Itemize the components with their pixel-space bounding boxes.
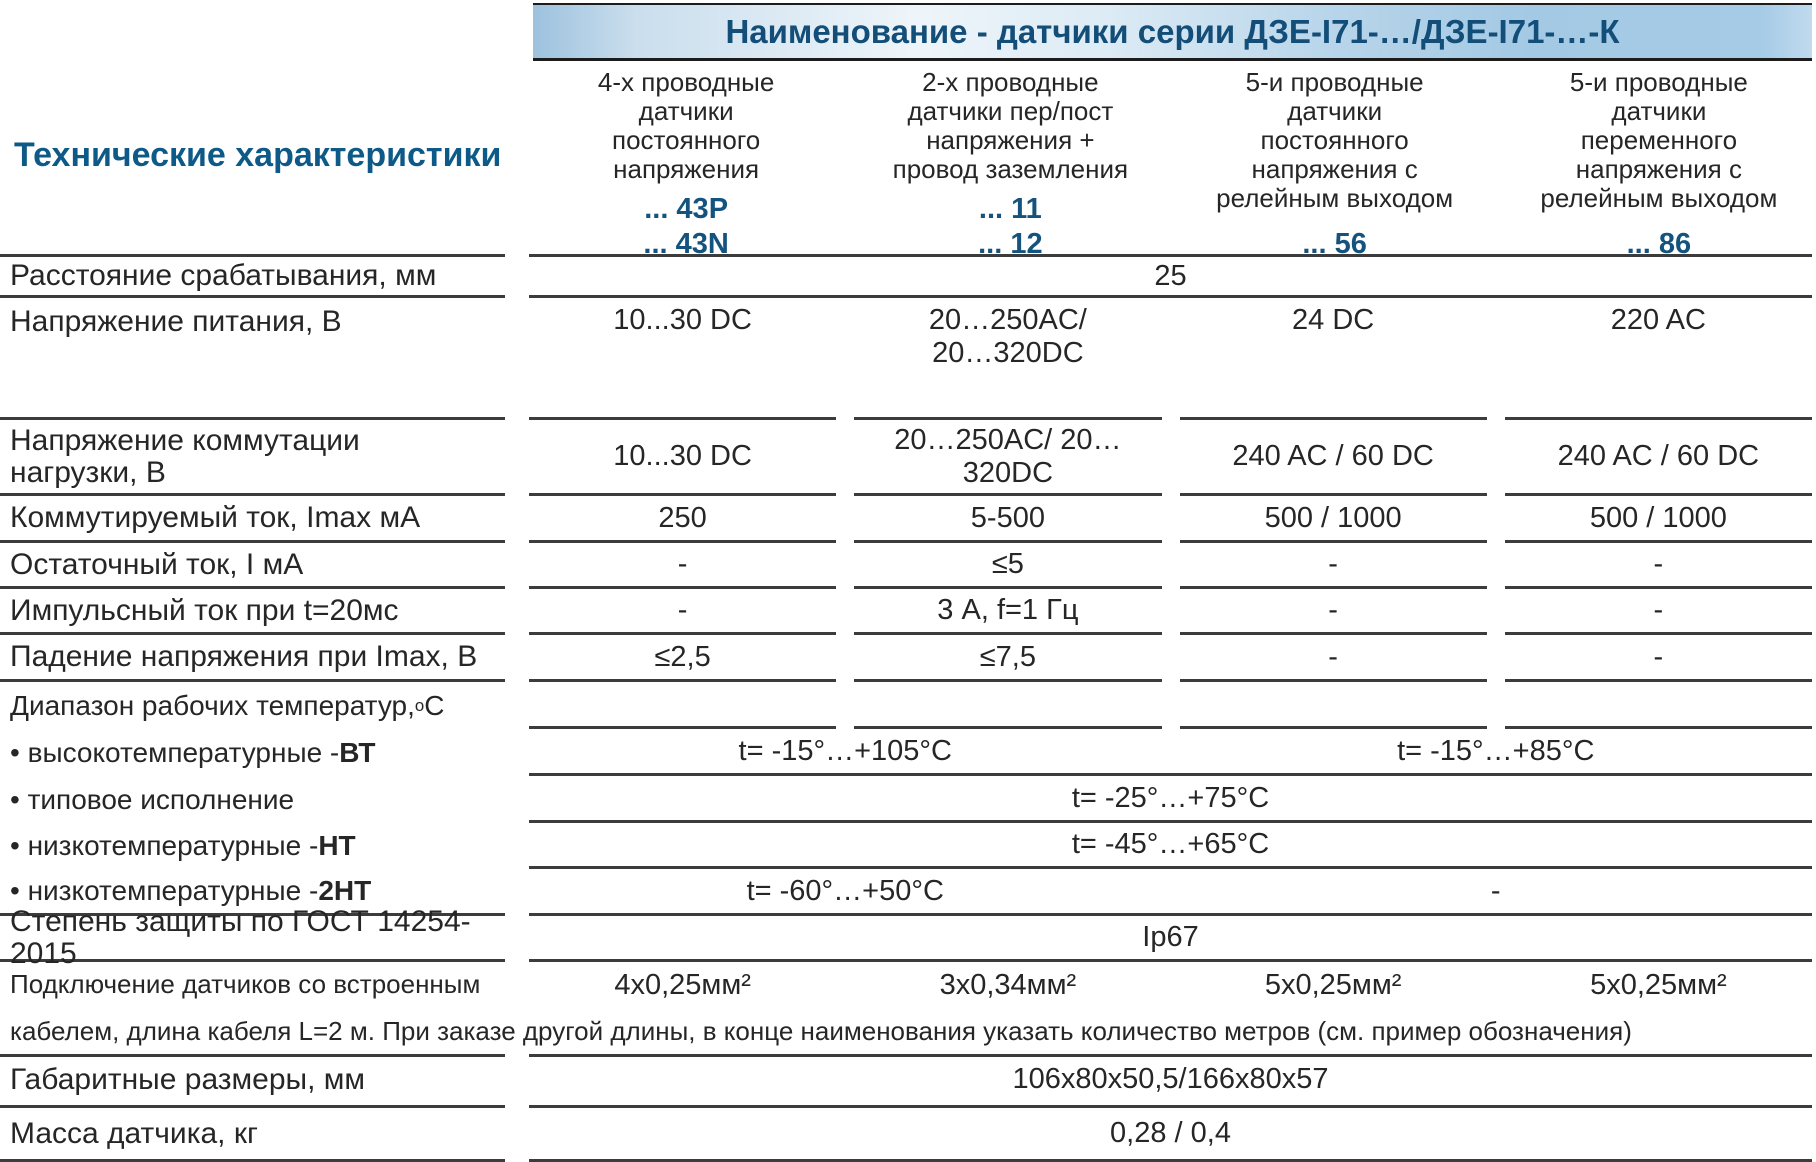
table-row: Коммутируемый ток, Imax мА 250 5-500 500…	[0, 496, 1812, 543]
row-label: Степень защиты по ГОСТ 14254-2015	[0, 906, 505, 969]
cell-value: -	[1504, 543, 1812, 589]
table-row: Расстояние срабатывания, мм 25	[0, 254, 1812, 298]
variant-code: ВТ	[339, 736, 376, 768]
cell-value: 220 AC	[1504, 298, 1812, 420]
section-title: Технические характеристики	[14, 136, 502, 174]
variant-code: НТ	[318, 830, 356, 862]
cell-empty	[1179, 682, 1487, 729]
model-number: ... 43P	[644, 192, 729, 225]
cell-value: 5х0,25мм²	[1590, 968, 1727, 1001]
cell-value: 240 AC / 60 DC	[1504, 420, 1812, 496]
degree-superscript: о	[414, 695, 425, 715]
cell-empty	[529, 682, 837, 729]
cell-value: ≤5	[854, 543, 1162, 589]
cell-value: 3х0,34мм²	[939, 968, 1077, 1001]
row-label: Подключение датчиков со встроенным	[10, 969, 481, 1000]
cell-value: 4х0,25мм²	[614, 968, 751, 1001]
bullet-text: • низкотемпературные -	[10, 830, 319, 862]
table-row: Масса датчика, кг 0,28 / 0,4	[0, 1108, 1812, 1162]
cell-value: t= -15°…+85°C	[1397, 734, 1595, 767]
cell-value: 5-500	[854, 496, 1162, 543]
bullet-text: • типовое исполнение	[10, 783, 295, 815]
cell-value: Ip67	[1142, 921, 1199, 953]
column-headers: 4-х проводные датчики постоянного напряж…	[533, 61, 1812, 261]
bullet-text: • низкотемпературные -	[10, 875, 319, 907]
row-label: Напряжение питания, В	[0, 298, 505, 420]
row-label: • низкотемпературные - 2НТ	[0, 869, 505, 916]
cell-value: 10...30 DC	[529, 420, 837, 496]
row-label: Коммутируемый ток, Imax мА	[0, 496, 505, 543]
cell-value: -	[1504, 589, 1812, 635]
header-right: Наименование - датчики серии ДЗЕ-I71-…/Д…	[533, 0, 1816, 260]
row-label: Остаточный ток, I мА	[0, 543, 505, 589]
cell-value: -	[1179, 635, 1487, 682]
cell-value: 500 / 1000	[1179, 496, 1487, 543]
cell-value: -	[1490, 874, 1501, 907]
row-label: • низкотемпературные - НТ	[0, 823, 505, 869]
row-label-text: Диапазон рабочих температур,	[10, 689, 415, 721]
table-row: • типовое исполнение t= -25°…+75°C	[0, 776, 1812, 823]
cell-value: 5х0,25мм²	[1264, 968, 1402, 1001]
row-label: Габаритные размеры, мм	[0, 1054, 505, 1108]
cell-empty	[854, 682, 1162, 729]
model-number: ... 11	[978, 192, 1042, 225]
cell-value: 20…250AC/ 20…320DC	[854, 298, 1162, 420]
cell-empty	[1504, 682, 1812, 729]
table-row: • низкотемпературные - 2НТ t= -60°…+50°C…	[0, 869, 1812, 916]
cell-value: t= -45°…+65°C	[1071, 828, 1270, 860]
row-label: • высокотемпературные - ВТ	[0, 729, 505, 776]
row-label: Падение напряжения при Imax, В	[0, 635, 505, 682]
cell-value: 10...30 DC	[529, 298, 837, 420]
header: Технические характеристики Наименование …	[0, 0, 1816, 260]
cell-value: 25	[1154, 259, 1187, 292]
cell-value: 106x80x50,5/166x80x57	[1012, 1063, 1329, 1095]
column-desc: 4-х проводные датчики постоянного напряж…	[597, 67, 775, 184]
banner-title: Наименование - датчики серии ДЗЕ-I71-…/Д…	[533, 3, 1812, 61]
row-label-suffix: С	[424, 689, 445, 721]
row-label: Масса датчика, кг	[0, 1108, 505, 1162]
cell-value: 0,28 / 0,4	[1110, 1117, 1231, 1149]
table-row: Напряжение коммутации нагрузки, В 10...3…	[0, 420, 1812, 496]
cell-value: 500 / 1000	[1504, 496, 1812, 543]
cell-value: 20…250AC/ 20…320DC	[854, 420, 1162, 496]
spec-table: Расстояние срабатывания, мм 25 Напряжени…	[0, 254, 1816, 1162]
cell-value: -	[1179, 589, 1487, 635]
row-label: • типовое исполнение	[0, 776, 505, 823]
cell-value: ≤2,5	[529, 635, 837, 682]
header-left: Технические характеристики	[0, 0, 533, 254]
cell-value: -	[529, 543, 837, 589]
row-label: Расстояние срабатывания, мм	[0, 254, 505, 298]
table-row: Степень защиты по ГОСТ 14254-2015 Ip67	[0, 906, 1812, 969]
column-desc: 5-и проводные датчики переменного напряж…	[1540, 67, 1778, 213]
cell-value: t= -25°…+75°C	[1071, 781, 1270, 814]
cell-value: t= -60°…+50°C	[746, 874, 944, 907]
cell-value: -	[1504, 635, 1812, 682]
cell-value: -	[1179, 543, 1487, 589]
row-label: Импульсный ток при t=20мс	[0, 589, 505, 635]
cable-note: кабелем, длина кабеля L=2 м. При заказе …	[10, 1015, 1632, 1046]
variant-code: 2НТ	[318, 875, 372, 907]
table-row: • низкотемпературные - НТ t= -45°…+65°C	[0, 823, 1812, 869]
cell-value: 24 DC	[1179, 298, 1487, 420]
table-row: Падение напряжения при Imax, В ≤2,5 ≤7,5…	[0, 635, 1812, 682]
column-desc: 2-х проводные датчики пер/пост напряжени…	[892, 67, 1129, 184]
cell-value: 240 AC / 60 DC	[1179, 420, 1487, 496]
cell-value: ≤7,5	[854, 635, 1162, 682]
table-row: • высокотемпературные - ВТ t= -15°…+105°…	[0, 729, 1812, 776]
table-row: Габаритные размеры, мм 106x80x50,5/166x8…	[0, 1054, 1812, 1108]
row-label: Напряжение коммутации нагрузки, В	[0, 420, 505, 496]
table-row: Остаточный ток, I мА - ≤5 - -	[0, 543, 1812, 589]
table-row: Напряжение питания, В 10...30 DC 20…250A…	[0, 298, 1812, 420]
table-row: Подключение датчиков со встроенным 4х0,2…	[0, 962, 1812, 1008]
cell-value: t= -15°…+105°C	[738, 734, 952, 767]
cell-value: 250	[529, 496, 837, 543]
cell-value: 3 А, f=1 Гц	[854, 589, 1162, 635]
cell-value: -	[529, 589, 837, 635]
column-desc: 5-и проводные датчики постоянного напряж…	[1216, 67, 1454, 213]
table-row: Импульсный ток при t=20мс - 3 А, f=1 Гц …	[0, 589, 1812, 635]
bullet-text: • высокотемпературные -	[10, 736, 340, 768]
